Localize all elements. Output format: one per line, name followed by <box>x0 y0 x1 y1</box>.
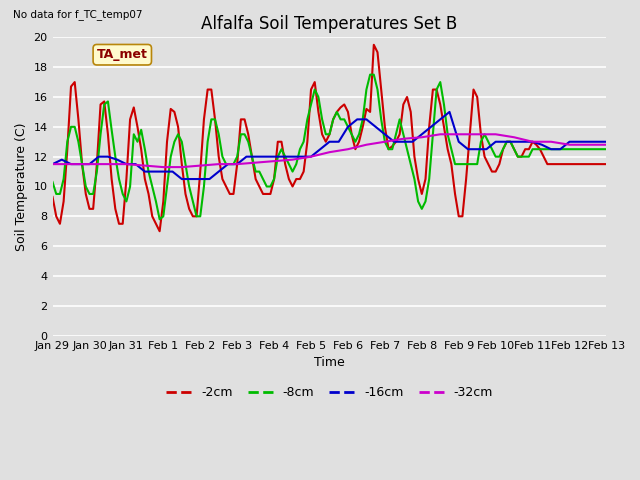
Legend: -2cm, -8cm, -16cm, -32cm: -2cm, -8cm, -16cm, -32cm <box>161 381 498 404</box>
X-axis label: Time: Time <box>314 356 345 369</box>
Text: No data for f_TC_temp07: No data for f_TC_temp07 <box>13 9 142 20</box>
Title: Alfalfa Soil Temperatures Set B: Alfalfa Soil Temperatures Set B <box>202 15 458 33</box>
Y-axis label: Soil Temperature (C): Soil Temperature (C) <box>15 122 28 251</box>
Text: TA_met: TA_met <box>97 48 148 61</box>
